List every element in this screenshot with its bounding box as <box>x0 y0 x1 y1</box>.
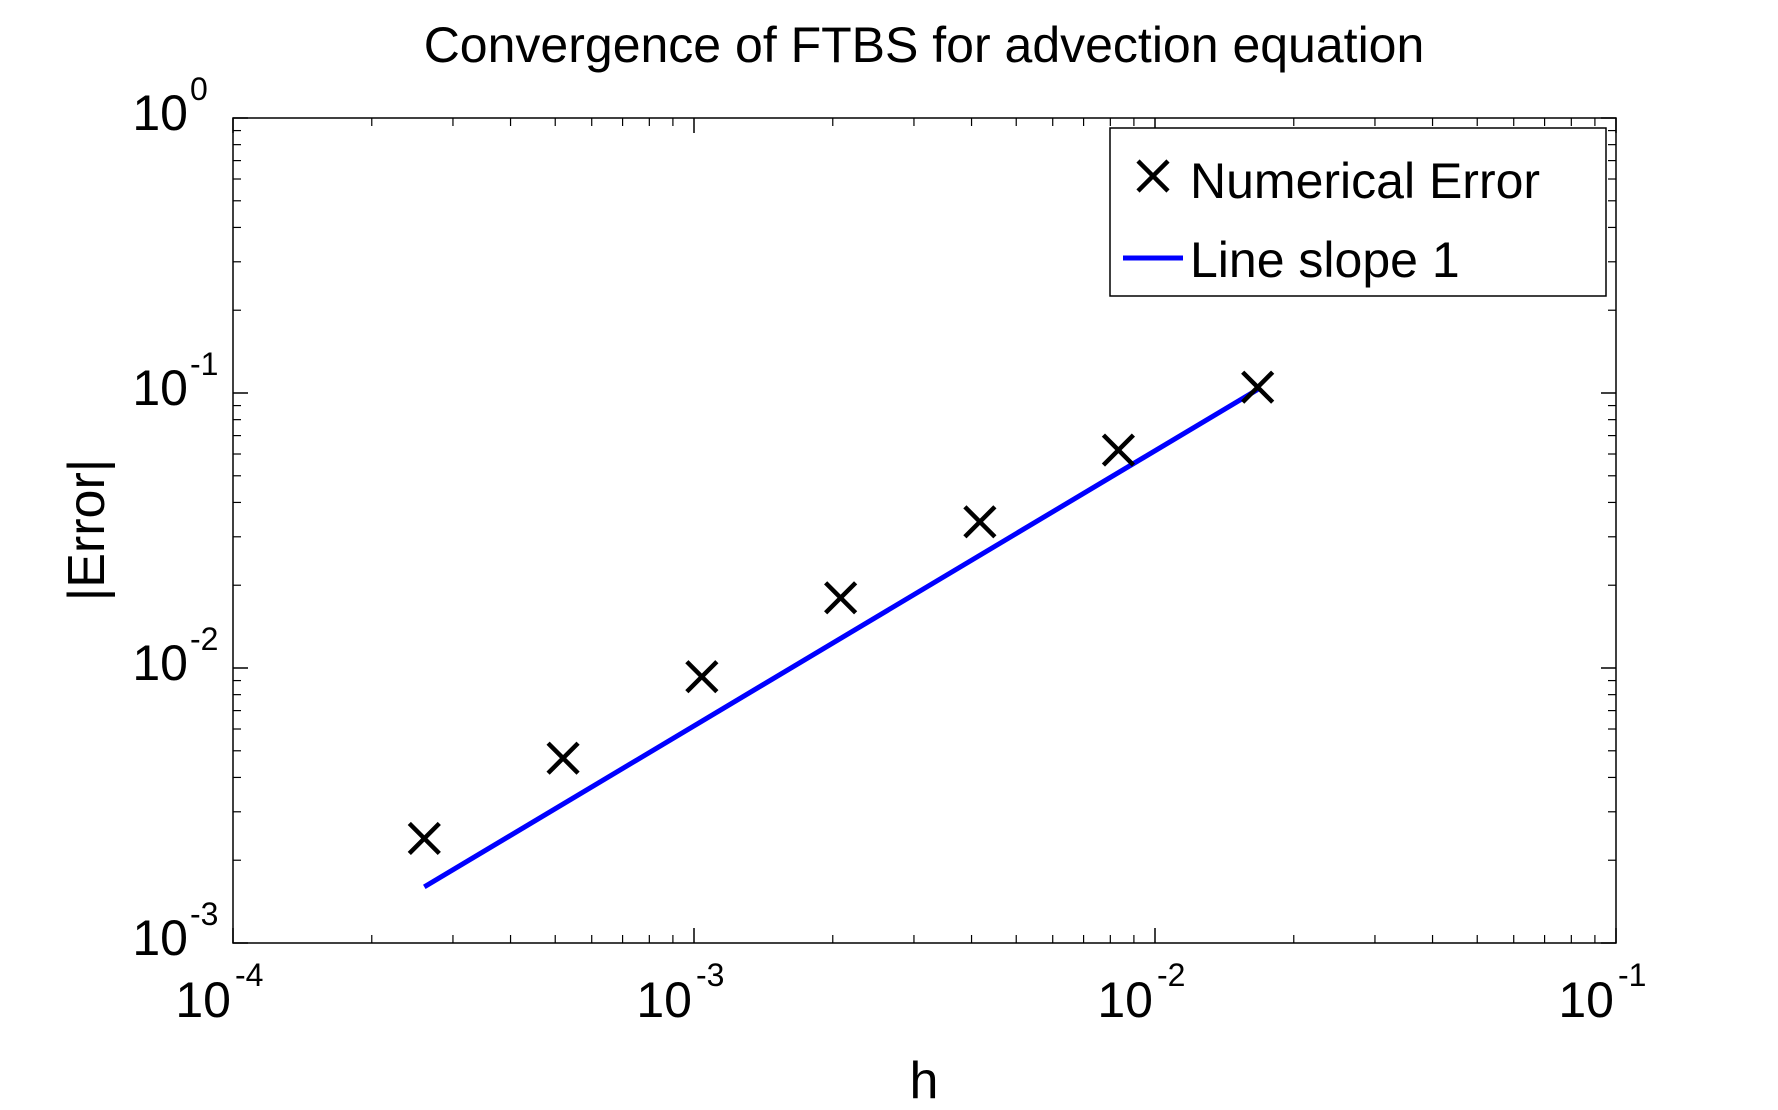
y-tick-label: 10 -1 <box>132 346 218 416</box>
data-point <box>824 581 858 615</box>
chart-title: Convergence of FTBS for advection equati… <box>424 17 1425 73</box>
y-tick-label-exponent: -2 <box>190 621 218 657</box>
y-tick-label-base: 10 <box>132 635 188 691</box>
series-line-slope-1 <box>423 387 1259 890</box>
legend-label-line-slope-1: Line slope 1 <box>1190 232 1460 288</box>
legend-label-numerical-error: Numerical Error <box>1190 153 1540 209</box>
y-tick-label-exponent: -1 <box>190 346 218 382</box>
x-tick-label: 10 -3 <box>636 957 724 1028</box>
legend-marker-numerical-error <box>1136 159 1170 193</box>
data-point <box>546 741 580 775</box>
x-tick-label-base: 10 <box>1558 972 1614 1028</box>
y-tick-label-base: 10 <box>132 910 188 966</box>
y-tick-label: 10 -3 <box>132 896 218 966</box>
minor-ticks <box>233 118 1616 943</box>
y-tick-label: 10 -2 <box>132 621 218 691</box>
data-point-stroke <box>685 660 719 694</box>
x-tick-labels: 10 -4 10 -3 10 -2 10 -1 <box>175 957 1646 1028</box>
data-point <box>963 505 997 539</box>
x-tick-label-base: 10 <box>636 972 692 1028</box>
data-point-stroke <box>1101 433 1136 467</box>
major-ticks <box>232 117 1617 944</box>
x-tick-label: 10 -1 <box>1558 957 1646 1028</box>
y-tick-label-exponent: -3 <box>190 896 218 932</box>
data-point <box>407 821 441 856</box>
data-point <box>685 660 719 694</box>
data-point <box>1101 433 1136 467</box>
y-tick-label-base: 10 <box>132 85 188 141</box>
legend: Numerical Error Line slope 1 <box>1109 127 1607 297</box>
y-tick-label: 10 0 <box>132 71 207 141</box>
series-layer <box>407 370 1275 890</box>
x-tick-label-exponent: -4 <box>235 957 263 993</box>
legend-box <box>1109 127 1607 297</box>
data-point-stroke <box>824 581 858 615</box>
x-tick-label-base: 10 <box>1097 972 1153 1028</box>
y-tick-label-exponent: 0 <box>190 71 208 107</box>
data-point-stroke <box>546 741 580 775</box>
x-axis-label: h <box>910 1052 939 1110</box>
data-point-stroke <box>1241 370 1275 404</box>
data-point <box>1241 370 1275 404</box>
y-tick-label-base: 10 <box>132 360 188 416</box>
x-tick-label-exponent: -1 <box>1618 957 1646 993</box>
x-tick-label-exponent: -3 <box>696 957 724 993</box>
x-tick-label-base: 10 <box>175 972 231 1028</box>
x-tick-label: 10 -2 <box>1097 957 1185 1028</box>
data-point-stroke <box>963 505 997 539</box>
data-point-stroke <box>407 821 441 856</box>
y-axis-label: |Error| <box>58 459 116 602</box>
x-tick-label-exponent: -2 <box>1157 957 1185 993</box>
x-tick-label: 10 -4 <box>175 957 263 1028</box>
